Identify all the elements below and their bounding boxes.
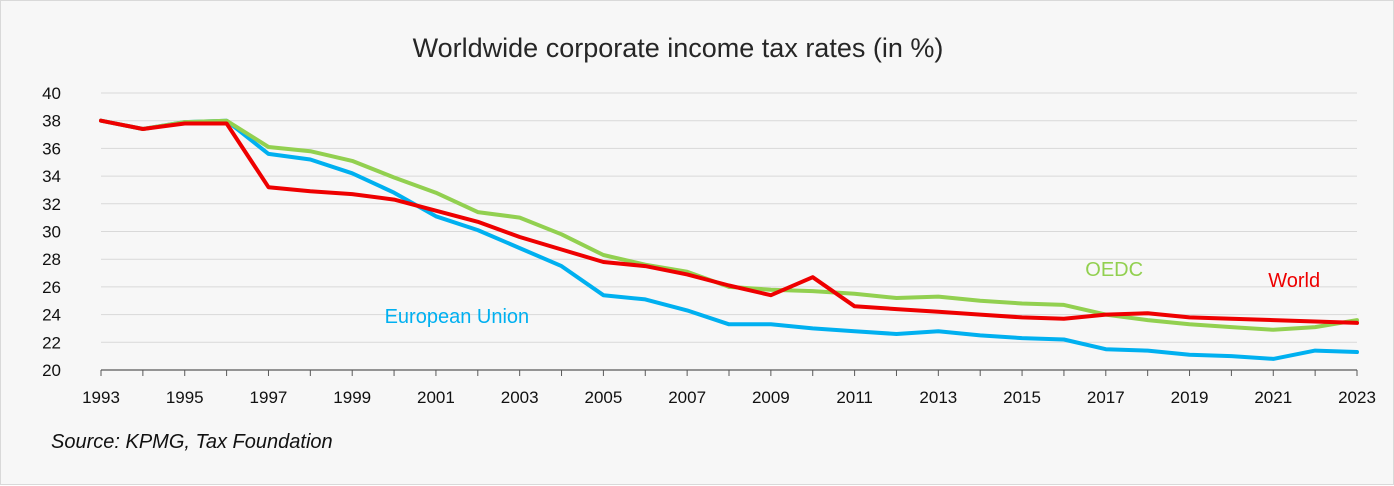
- series-lines: [99, 118, 1359, 361]
- x-tick-label: 1993: [82, 388, 120, 407]
- series-labels: European Union OEDC World: [385, 259, 1321, 328]
- series-label-oedc: OEDC: [1085, 259, 1143, 281]
- axes: 20 22 24 26 28 30 32 34 36 38 40 1993 1995 1997 1999 20…: [42, 84, 1376, 407]
- series-line-oedc: [99, 118, 1359, 332]
- x-tick-label: 2013: [919, 388, 957, 407]
- x-tick-label: 2001: [417, 388, 455, 407]
- gridlines: [101, 92, 1357, 343]
- y-tick-label: 28: [42, 250, 61, 269]
- y-tick-label: 38: [42, 112, 61, 131]
- x-tick-label: 2015: [1003, 388, 1041, 407]
- y-tick-label: 30: [42, 223, 61, 242]
- y-tick-label: 32: [42, 195, 61, 214]
- x-tick-label: 2021: [1254, 388, 1292, 407]
- y-tick-label: 26: [42, 278, 61, 297]
- y-tick-label: 40: [42, 84, 61, 103]
- y-tick-label: 22: [42, 333, 61, 352]
- x-tick-label: 1997: [250, 388, 288, 407]
- y-tick-label: 24: [42, 306, 61, 325]
- source-note: Source: KPMG, Tax Foundation: [51, 431, 333, 453]
- series-line-world: [99, 118, 1359, 325]
- x-tick-label: 2005: [584, 388, 622, 407]
- chart-title: Worldwide corporate income tax rates (in…: [413, 33, 944, 63]
- x-tick-label: 2009: [752, 388, 790, 407]
- x-tick-label: 1995: [166, 388, 204, 407]
- x-tick-label: 2023: [1338, 388, 1376, 407]
- x-tick-label: 2019: [1171, 388, 1209, 407]
- y-tick-label: 34: [42, 167, 61, 186]
- y-tick-label: 20: [42, 361, 61, 380]
- series-label-european-union: European Union: [385, 306, 530, 328]
- x-tick-label: 2007: [668, 388, 706, 407]
- x-tick-label: 2003: [501, 388, 539, 407]
- x-tick-label: 1999: [333, 388, 371, 407]
- series-label-world: World: [1268, 270, 1320, 292]
- x-tick-label: 2017: [1087, 388, 1125, 407]
- x-tick-label: 2011: [836, 388, 873, 407]
- y-tick-label: 36: [42, 139, 61, 158]
- series-line-european-union: [99, 118, 1359, 361]
